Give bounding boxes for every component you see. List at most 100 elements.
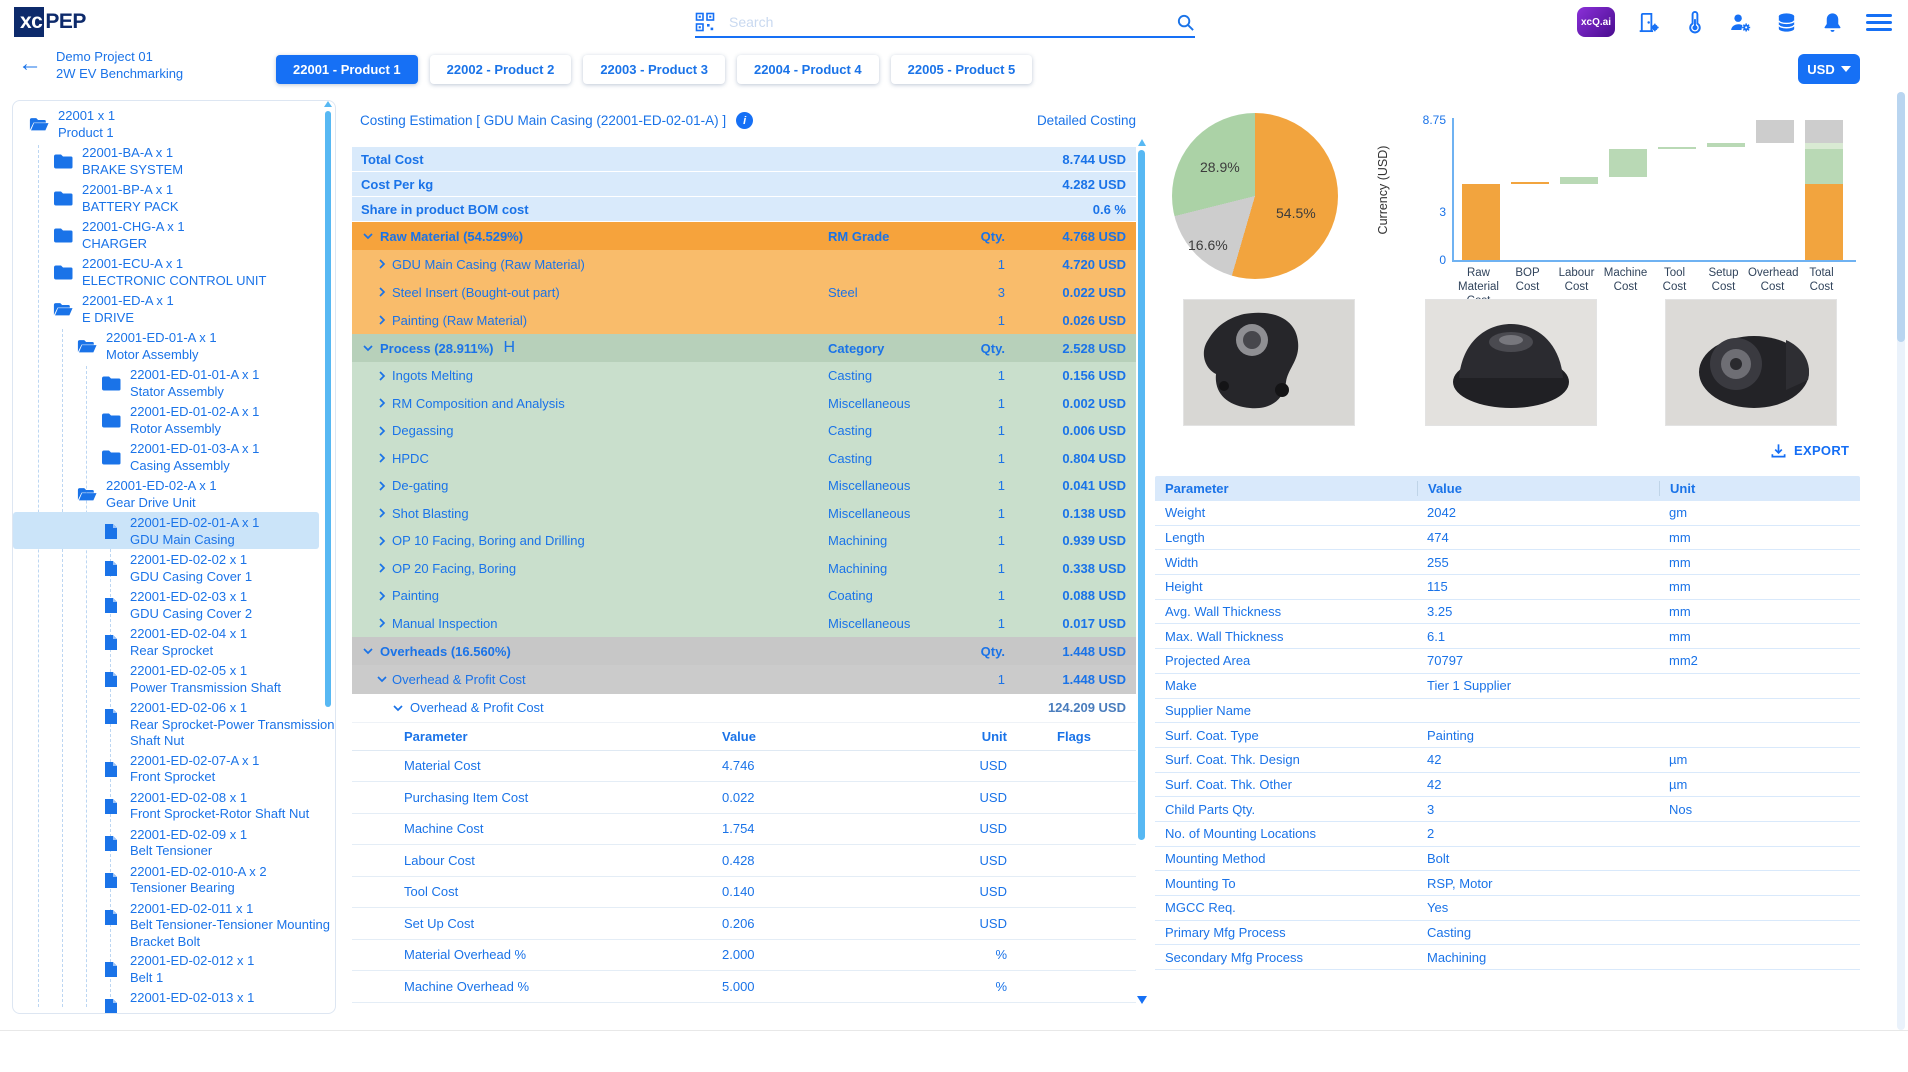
costing-row[interactable]: OP 20 Facing, Boring Machining 1 0.338 USD: [352, 554, 1136, 582]
xcq-ai-badge[interactable]: xcQ.ai: [1577, 7, 1615, 37]
costing-row[interactable]: Ingots Melting Casting 1 0.156 USD: [352, 362, 1136, 390]
tree-item[interactable]: 22001-ECU-A x 1 ELECTRONIC CONTROL UNIT: [13, 253, 335, 290]
page-scrollbar-thumb[interactable]: [1897, 92, 1905, 342]
costing-scrollbar[interactable]: [1138, 150, 1145, 840]
chevron-right-icon[interactable]: [376, 286, 388, 298]
tree-item[interactable]: 22001-ED-02-04 x 1 Rear Sprocket: [13, 623, 335, 660]
summary-row[interactable]: Cost Per kg 4.282 USD: [352, 172, 1136, 196]
waterfall-bar-segment[interactable]: [1805, 183, 1843, 260]
waterfall-bar[interactable]: [1707, 143, 1745, 147]
tree-item[interactable]: 22001-ED-02-02 x 1 GDU Casing Cover 1: [13, 549, 335, 586]
detailed-costing-link[interactable]: Detailed Costing: [1036, 113, 1136, 128]
chevron-right-icon[interactable]: [376, 480, 388, 492]
spec-row[interactable]: No. of Mounting Locations 2: [1155, 822, 1860, 847]
chevron-down-icon[interactable]: [376, 673, 388, 685]
costing-row[interactable]: Overhead & Profit Cost 1 1.448 USD: [352, 665, 1136, 694]
tree-item[interactable]: 22001-ED-02-07-A x 1 Front Sprocket: [13, 750, 335, 787]
scroll-up-arrow[interactable]: [1138, 139, 1146, 146]
tree-item[interactable]: 22001-BA-A x 1 BRAKE SYSTEM: [13, 142, 335, 179]
plant-settings-icon[interactable]: [1636, 10, 1661, 35]
spec-row[interactable]: Surf. Coat. Thk. Design 42 µm: [1155, 748, 1860, 773]
tab-22005-product-5[interactable]: 22005 - Product 5: [890, 55, 1033, 84]
export-button[interactable]: EXPORT: [1770, 442, 1849, 459]
search-input[interactable]: [729, 14, 1168, 30]
costing-row[interactable]: Painting (Raw Material) 1 0.026 USD: [352, 306, 1136, 334]
tree-item[interactable]: 22001-ED-02-010-A x 2 Tensioner Bearing: [13, 861, 335, 898]
spec-row[interactable]: Width 255 mm: [1155, 550, 1860, 576]
tree-item[interactable]: 22001-ED-02-05 x 1 Power Transmission Sha…: [13, 660, 335, 697]
spec-row[interactable]: MGCC Req. Yes: [1155, 896, 1860, 921]
tree-item[interactable]: 22001-ED-02-011 x 1 Belt Tensioner-Tensio…: [13, 898, 335, 951]
spec-row[interactable]: Mounting Method Bolt: [1155, 847, 1860, 872]
chevron-down-icon[interactable]: [392, 702, 404, 714]
tree-item[interactable]: 22001 x 1 Product 1: [13, 105, 335, 142]
chevron-right-icon[interactable]: [376, 562, 388, 574]
part-photo-1[interactable]: [1184, 300, 1354, 425]
user-settings-icon[interactable]: [1728, 10, 1753, 35]
chevron-right-icon[interactable]: [376, 535, 388, 547]
spec-row[interactable]: Weight 2042 gm: [1155, 501, 1860, 526]
tree-item[interactable]: 22001-ED-02-A x 1 Gear Drive Unit: [13, 475, 335, 512]
info-icon[interactable]: i: [736, 112, 754, 129]
tree-item[interactable]: 22001-ED-02-08 x 1 Front Sprocket-Rotor S…: [13, 787, 335, 824]
tree-item[interactable]: 22001-ED-01-02-A x 1 Rotor Assembly: [13, 401, 335, 438]
cost-param-row[interactable]: Material Overhead % 2.000%: [352, 939, 1136, 971]
costing-row[interactable]: Painting Coating 1 0.088 USD: [352, 582, 1136, 610]
sidebar-scrollbar[interactable]: [325, 111, 331, 707]
scroll-up-arrow[interactable]: [324, 101, 332, 107]
spec-row[interactable]: Avg. Wall Thickness 3.25 mm: [1155, 600, 1860, 625]
spec-row[interactable]: Supplier Name: [1155, 699, 1860, 724]
scroll-down-arrow[interactable]: [1137, 996, 1147, 1004]
cost-param-row[interactable]: Tool Cost 0.140 USD: [352, 876, 1136, 908]
chevron-right-icon[interactable]: [376, 590, 388, 602]
tree-item[interactable]: 22001-BP-A x 1 BATTERY PACK: [13, 179, 335, 216]
costing-row[interactable]: Manual Inspection Miscellaneous 1 0.017 USD: [352, 609, 1136, 637]
waterfall-bar[interactable]: [1658, 146, 1696, 149]
tree-item[interactable]: 22001-ED-02-03 x 1 GDU Casing Cover 2: [13, 586, 335, 623]
tree-item[interactable]: 22001-ED-02-09 x 1 Belt Tensioner: [13, 824, 335, 861]
chevron-right-icon[interactable]: [376, 314, 388, 326]
costing-row[interactable]: GDU Main Casing (Raw Material) 1 4.720 USD: [352, 250, 1136, 278]
costing-row[interactable]: Steel Insert (Bought-out part) Steel 3 0.02…: [352, 278, 1136, 306]
tab-22004-product-4[interactable]: 22004 - Product 4: [736, 55, 879, 84]
chevron-right-icon[interactable]: [376, 425, 388, 437]
spec-row[interactable]: Surf. Coat. Thk. Other 42 µm: [1155, 773, 1860, 798]
costing-row[interactable]: Shot Blasting Miscellaneous 1 0.138 USD: [352, 499, 1136, 527]
cost-param-row[interactable]: Purchasing Item Cost 0.022 USD: [352, 782, 1136, 814]
back-button[interactable]: ←: [18, 50, 42, 77]
chevron-down-icon[interactable]: [362, 342, 374, 354]
waterfall-bar[interactable]: [1511, 182, 1549, 185]
tree-item[interactable]: 22001-ED-01-03-A x 1 Casing Assembly: [13, 438, 335, 475]
spec-row[interactable]: Primary Mfg Process Casting: [1155, 921, 1860, 946]
part-photo-2[interactable]: [1426, 300, 1596, 425]
chevron-down-icon[interactable]: [362, 230, 374, 242]
waterfall-bar-segment[interactable]: [1805, 143, 1843, 149]
chevron-right-icon[interactable]: [376, 452, 388, 464]
tab-22002-product-2[interactable]: 22002 - Product 2: [429, 55, 572, 84]
spec-row[interactable]: Child Parts Qty. 3 Nos: [1155, 797, 1860, 822]
spec-row[interactable]: Height 115 mm: [1155, 575, 1860, 600]
waterfall-bar[interactable]: [1560, 176, 1598, 184]
costing-row[interactable]: HPDC Casting 1 0.804 USD: [352, 444, 1136, 472]
overhead-subrow[interactable]: Overhead & Profit Cost 124.209 USD: [352, 693, 1136, 723]
tree-item[interactable]: 22001-ED-02-013 x 1: [13, 987, 335, 1013]
database-icon[interactable]: [1774, 10, 1799, 35]
tab-22001-product-1[interactable]: 22001 - Product 1: [276, 55, 418, 84]
waterfall-bar[interactable]: [1609, 148, 1647, 177]
spec-row[interactable]: Mounting To RSP, Motor: [1155, 871, 1860, 896]
waterfall-bar-segment[interactable]: [1805, 148, 1843, 184]
summary-row[interactable]: Total Cost 8.744 USD: [352, 147, 1136, 171]
thermometer-icon[interactable]: [1682, 10, 1707, 35]
cost-param-row[interactable]: Machine Overhead % 5.000%: [352, 971, 1136, 1003]
chevron-right-icon[interactable]: [376, 258, 388, 270]
tree-item[interactable]: 22001-ED-02-06 x 1 Rear Sprocket-Power Tr…: [13, 697, 335, 750]
qr-scan-icon[interactable]: [695, 12, 715, 32]
section-header-raw[interactable]: Raw Material (54.529%) RM Grade Qty. 4.768 …: [352, 222, 1136, 250]
costing-row[interactable]: De-gating Miscellaneous 1 0.041 USD: [352, 472, 1136, 500]
spec-row[interactable]: Projected Area 70797 mm2: [1155, 649, 1860, 674]
tree-item[interactable]: 22001-ED-01-A x 1 Motor Assembly: [13, 327, 335, 364]
spec-row[interactable]: Length 474 mm: [1155, 526, 1860, 551]
cost-param-row[interactable]: Material Cost 4.746 USD: [352, 750, 1136, 782]
page-scrollbar-track[interactable]: [1897, 92, 1905, 1030]
tab-22003-product-3[interactable]: 22003 - Product 3: [583, 55, 725, 84]
